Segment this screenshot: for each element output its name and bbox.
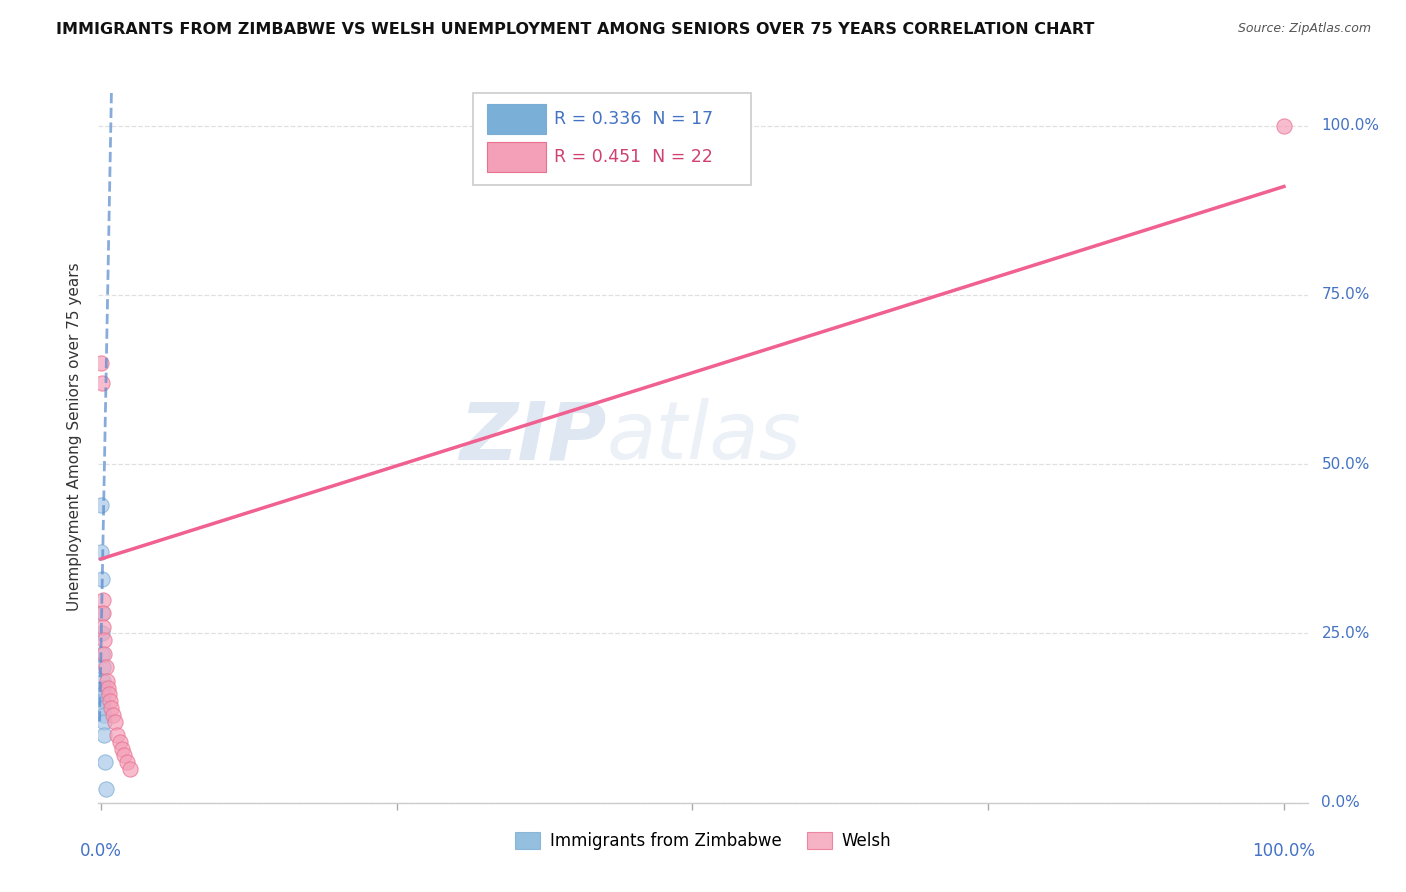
Point xyxy=(1272,119,1295,133)
Point xyxy=(90,572,112,586)
Point xyxy=(115,755,138,769)
Text: Source: ZipAtlas.com: Source: ZipAtlas.com xyxy=(1237,22,1371,36)
Point xyxy=(93,633,115,648)
Text: 25.0%: 25.0% xyxy=(1322,626,1369,641)
Text: 0.0%: 0.0% xyxy=(80,842,122,860)
Point xyxy=(97,681,120,695)
Point xyxy=(94,660,117,674)
Point xyxy=(91,606,114,620)
Point xyxy=(100,701,122,715)
Point xyxy=(91,673,114,688)
Text: ZIP: ZIP xyxy=(458,398,606,476)
Point xyxy=(105,728,128,742)
Legend: Immigrants from Zimbabwe, Welsh: Immigrants from Zimbabwe, Welsh xyxy=(508,825,898,856)
Point xyxy=(90,545,112,559)
Point xyxy=(104,714,127,729)
Point xyxy=(91,660,114,674)
Point xyxy=(91,688,114,702)
Point xyxy=(108,735,131,749)
Point xyxy=(114,748,136,763)
Point xyxy=(93,714,115,729)
Point xyxy=(101,707,124,722)
Text: 100.0%: 100.0% xyxy=(1322,118,1379,133)
Point xyxy=(91,626,114,640)
Text: IMMIGRANTS FROM ZIMBABWE VS WELSH UNEMPLOYMENT AMONG SENIORS OVER 75 YEARS CORRE: IMMIGRANTS FROM ZIMBABWE VS WELSH UNEMPL… xyxy=(56,22,1095,37)
Point xyxy=(91,606,114,620)
Point xyxy=(91,694,114,708)
Point xyxy=(90,498,112,512)
Point xyxy=(91,620,114,634)
Text: 75.0%: 75.0% xyxy=(1322,287,1369,302)
Point xyxy=(91,376,114,390)
Point xyxy=(91,701,114,715)
Point xyxy=(94,755,117,769)
Point xyxy=(93,728,115,742)
Text: R = 0.336  N = 17: R = 0.336 N = 17 xyxy=(554,110,713,128)
Text: R = 0.451  N = 22: R = 0.451 N = 22 xyxy=(554,148,713,166)
Text: 0.0%: 0.0% xyxy=(1322,796,1360,810)
Text: atlas: atlas xyxy=(606,398,801,476)
Point xyxy=(91,681,114,695)
FancyBboxPatch shape xyxy=(486,104,546,134)
Y-axis label: Unemployment Among Seniors over 75 years: Unemployment Among Seniors over 75 years xyxy=(67,263,83,611)
FancyBboxPatch shape xyxy=(474,94,751,185)
FancyBboxPatch shape xyxy=(486,143,546,171)
Point xyxy=(91,647,114,661)
Text: 100.0%: 100.0% xyxy=(1253,842,1316,860)
Point xyxy=(111,741,134,756)
Point xyxy=(91,592,114,607)
Text: 50.0%: 50.0% xyxy=(1322,457,1369,472)
Point xyxy=(98,688,121,702)
Point xyxy=(90,355,112,369)
Point xyxy=(98,694,121,708)
Point xyxy=(96,673,118,688)
Point xyxy=(93,707,115,722)
Point xyxy=(94,782,117,797)
Point xyxy=(120,762,142,776)
Point xyxy=(93,647,115,661)
